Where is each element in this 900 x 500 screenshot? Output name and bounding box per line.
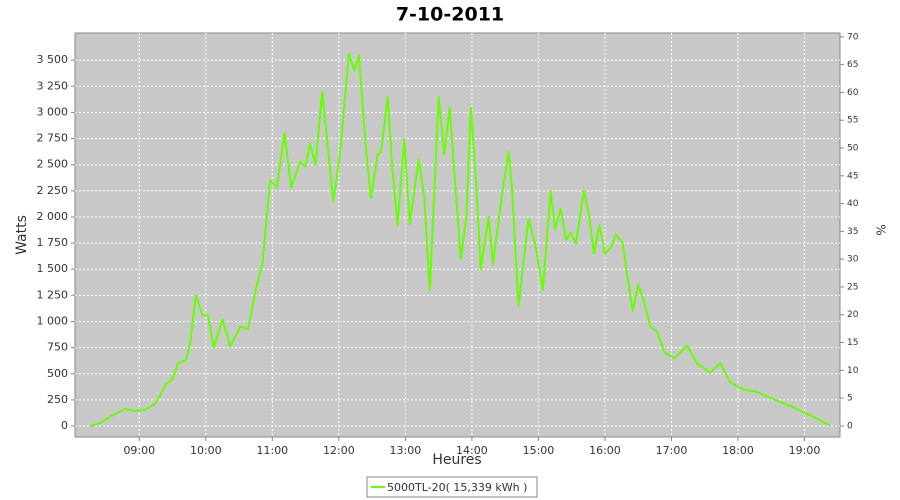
y-tick-label: 1 500 xyxy=(37,262,69,275)
y-tick-label: 2 250 xyxy=(37,184,69,197)
y2-tick-label: 10 xyxy=(847,366,859,376)
y2-axis-label: % xyxy=(874,224,888,235)
x-tick-label: 12:00 xyxy=(323,444,355,457)
x-tick-label: 14:00 xyxy=(456,444,488,457)
y2-tick-label: 50 xyxy=(847,144,859,154)
chart-title: 7-10-2011 xyxy=(396,4,504,26)
x-tick-label: 11:00 xyxy=(256,444,288,457)
y2-tick-label: 35 xyxy=(847,227,858,237)
y-tick-label: 3 250 xyxy=(37,79,69,92)
y-tick-label: 0 xyxy=(61,419,68,432)
y-tick-label: 1 250 xyxy=(37,288,69,301)
y2-tick-label: 55 xyxy=(847,116,858,126)
x-tick-label: 19:00 xyxy=(789,444,821,457)
y2-tick-label: 70 xyxy=(847,32,859,42)
legend-box xyxy=(366,476,538,498)
y-tick-label: 3 000 xyxy=(37,105,69,118)
y2-tick-label: 60 xyxy=(847,88,859,98)
y2-tick-label: 15 xyxy=(847,338,858,348)
y2-tick-label: 25 xyxy=(847,282,858,292)
y-tick-label: 2 500 xyxy=(37,158,69,171)
x-tick-label: 10:00 xyxy=(190,444,222,457)
x-tick-label: 17:00 xyxy=(656,444,688,457)
y-tick-label: 2 750 xyxy=(37,132,69,145)
x-tick-label: 15:00 xyxy=(523,444,555,457)
y2-tick-label: 20 xyxy=(847,310,859,320)
x-tick-label: 09:00 xyxy=(123,444,155,457)
y-tick-label: 250 xyxy=(47,393,68,406)
y2-tick-label: 65 xyxy=(847,60,858,70)
y-tick-label: 1 750 xyxy=(37,236,69,249)
y-tick-label: 1 000 xyxy=(37,314,69,327)
y2-tick-label: 0 xyxy=(847,421,853,431)
data-line xyxy=(90,52,831,427)
x-tick-label: 18:00 xyxy=(722,444,754,457)
y-tick-label: 500 xyxy=(47,367,68,380)
x-tick-label: 13:00 xyxy=(390,444,422,457)
y-axis-label: Watts xyxy=(14,215,30,255)
y-tick-label: 2 000 xyxy=(37,210,69,223)
y2-tick-label: 5 xyxy=(847,394,853,404)
y-tick-label: 750 xyxy=(47,341,68,354)
y2-tick-label: 45 xyxy=(847,171,858,181)
legend-label: 5000TL-20( 15,339 kWh ) xyxy=(387,481,527,494)
y2-tick-label: 40 xyxy=(847,199,859,209)
x-tick-label: 16:00 xyxy=(589,444,621,457)
y-tick-label: 3 500 xyxy=(37,53,69,66)
y2-tick-label: 30 xyxy=(847,255,859,265)
x-axis-label: Heures xyxy=(432,452,481,468)
plot-area xyxy=(74,32,841,438)
